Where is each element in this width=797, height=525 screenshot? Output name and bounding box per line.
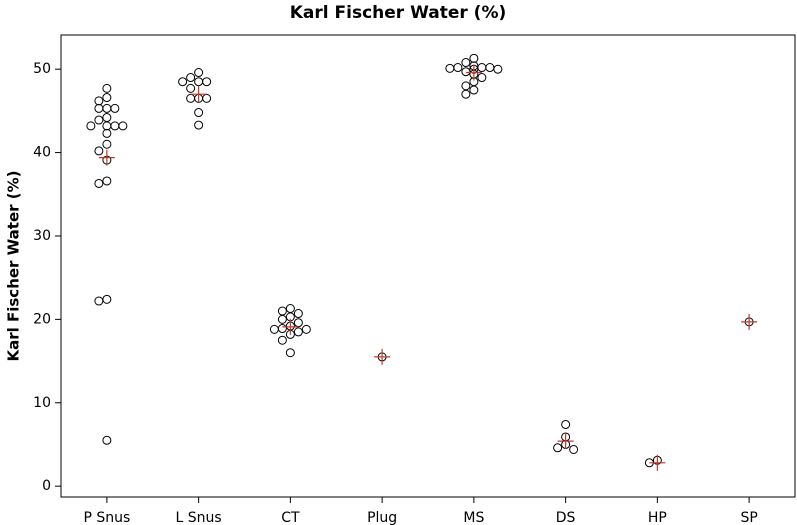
data-point <box>102 294 112 304</box>
y-axis-label: Karl Fischer Water (%) <box>5 170 23 361</box>
data-point <box>461 81 471 91</box>
data-point <box>202 93 212 103</box>
data-point <box>561 419 571 429</box>
data-point <box>285 348 295 358</box>
data-point <box>194 68 204 78</box>
data-point <box>102 139 112 149</box>
data-point <box>293 327 303 337</box>
data-point <box>477 73 487 83</box>
data-point <box>461 67 471 77</box>
x-tick-label: HP <box>648 510 667 525</box>
data-point <box>102 113 112 123</box>
data-point <box>277 324 287 334</box>
data-point <box>477 63 487 73</box>
data-point <box>461 58 471 68</box>
data-point <box>269 324 279 334</box>
data-point <box>293 309 303 319</box>
data-point <box>301 324 311 334</box>
data-point <box>94 96 104 106</box>
x-tick-label: CT <box>281 510 300 525</box>
data-point <box>469 53 479 63</box>
data-point <box>202 77 212 87</box>
data-point <box>277 335 287 345</box>
data-point <box>102 93 112 103</box>
y-tick-label: 0 <box>42 478 51 494</box>
y-tick-label: 50 <box>33 61 51 77</box>
data-point <box>102 176 112 186</box>
data-point <box>94 115 104 125</box>
x-tick-label: L Snus <box>176 510 222 525</box>
x-tick-label: Plug <box>367 510 397 525</box>
data-point <box>461 89 471 99</box>
data-point <box>194 108 204 118</box>
data-point <box>94 296 104 306</box>
data-point <box>194 77 204 87</box>
data-point <box>118 121 128 131</box>
plot-frame <box>60 34 796 498</box>
data-point <box>94 146 104 156</box>
mean-marker <box>98 149 115 166</box>
data-point <box>285 304 295 314</box>
data-point <box>102 128 112 138</box>
data-point <box>178 77 188 87</box>
data-point <box>102 435 112 445</box>
data-point <box>86 121 96 131</box>
y-tick-label: 20 <box>33 311 51 327</box>
data-point <box>485 63 495 73</box>
data-point <box>102 83 112 93</box>
y-tick-label: 10 <box>33 395 51 411</box>
data-point <box>453 63 463 73</box>
y-tick-label: 40 <box>33 145 51 161</box>
data-point <box>469 85 479 95</box>
data-point <box>293 318 303 328</box>
data-point <box>194 120 204 130</box>
mean-marker <box>190 86 207 103</box>
data-point <box>102 121 112 131</box>
data-point <box>186 83 196 93</box>
data-point <box>277 314 287 324</box>
x-tick-label: SP <box>740 510 757 525</box>
mean-marker <box>282 318 299 335</box>
mean-marker <box>465 64 482 81</box>
mean-marker <box>557 433 574 450</box>
mean-marker <box>741 313 758 330</box>
data-point <box>186 73 196 83</box>
data-point <box>569 444 579 454</box>
data-point <box>110 103 120 113</box>
data-point <box>277 306 287 316</box>
x-tick-label: P Snus <box>83 510 130 525</box>
y-tick-label: 30 <box>33 228 51 244</box>
data-point <box>102 103 112 113</box>
chart-title: Karl Fischer Water (%) <box>290 3 507 23</box>
data-point <box>94 178 104 188</box>
x-tick-label: MS <box>463 510 484 525</box>
data-point <box>445 63 455 73</box>
mean-marker <box>649 454 666 471</box>
data-point <box>493 64 503 74</box>
data-point <box>186 93 196 103</box>
x-tick-label: DS <box>556 510 576 525</box>
data-point <box>94 103 104 113</box>
data-point <box>553 443 563 453</box>
data-point <box>110 121 120 131</box>
mean-marker <box>374 348 391 365</box>
